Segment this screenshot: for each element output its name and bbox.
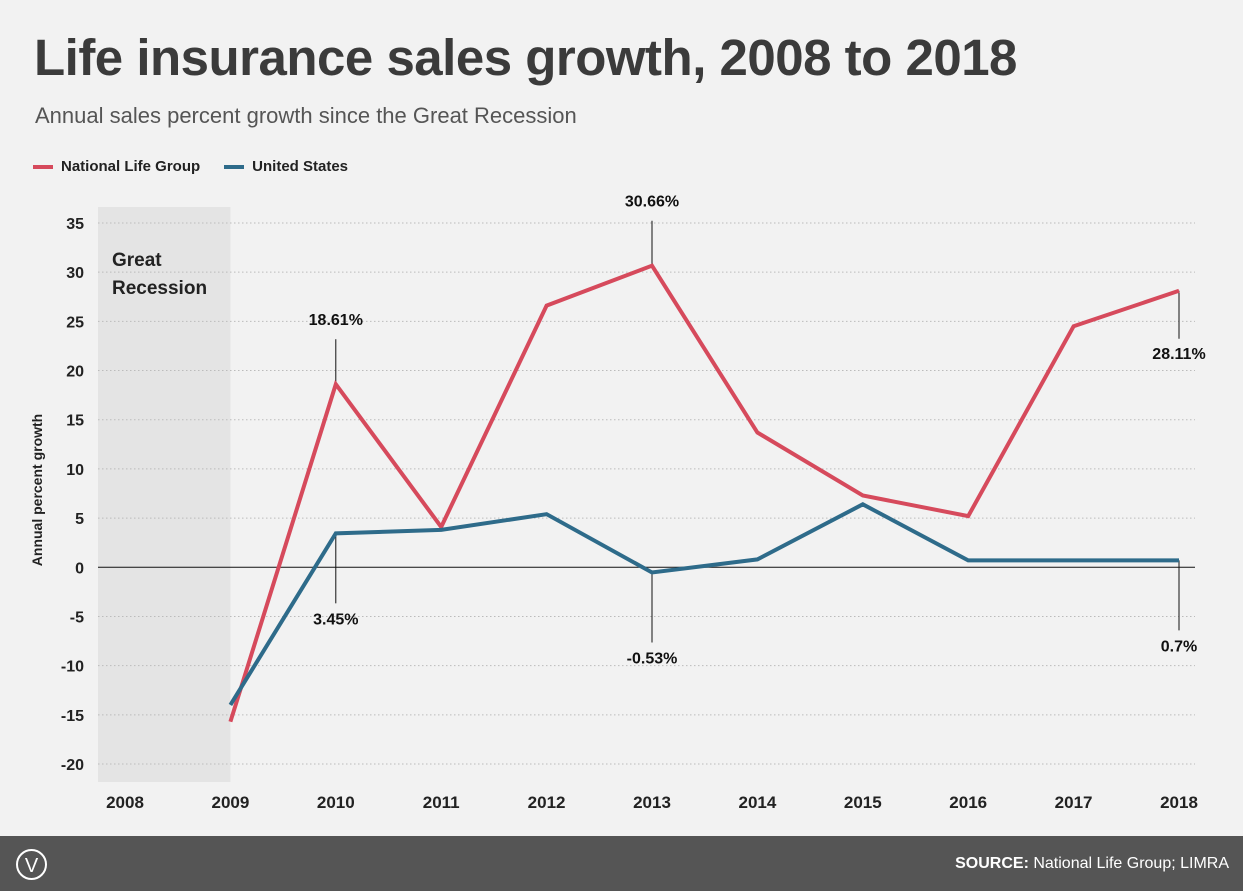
y-tick-label: 20 xyxy=(66,364,84,381)
x-tick-label: 2016 xyxy=(949,793,987,812)
x-tick-label: 2018 xyxy=(1160,793,1198,812)
legend-label: National Life Group xyxy=(61,158,201,175)
data-label: -0.53% xyxy=(627,650,678,667)
y-tick-label: -10 xyxy=(61,659,84,676)
shaded-region-label: Recession xyxy=(112,278,207,299)
data-label: 0.7% xyxy=(1161,638,1197,655)
x-tick-label: 2014 xyxy=(738,793,776,812)
legend-swatch xyxy=(224,164,245,169)
x-tick-label: 2013 xyxy=(633,793,671,812)
legend-item-national-life-group: National Life Group xyxy=(33,158,200,175)
source-note: SOURCE: National Life Group; LIMRA xyxy=(955,855,1229,873)
legend-swatch xyxy=(33,164,53,169)
shaded-region-label: Great xyxy=(112,250,162,271)
chart-title: Life insurance sales growth, 2008 to 201… xyxy=(34,29,1017,86)
data-label: 3.45% xyxy=(313,611,358,628)
x-tick-label: 2010 xyxy=(317,793,355,812)
y-tick-label: 5 xyxy=(75,511,84,528)
x-tick-label: 2008 xyxy=(106,793,144,812)
y-tick-label: 30 xyxy=(66,265,84,282)
y-tick-label: 0 xyxy=(75,560,84,577)
y-tick-label: -5 xyxy=(70,609,84,626)
line-chart: GreatRecession35302520151050-5-10-15-202… xyxy=(29,194,1206,812)
y-tick-label: -20 xyxy=(61,757,84,774)
data-label: 28.11% xyxy=(1152,346,1205,363)
x-tick-label: 2009 xyxy=(211,793,249,812)
x-tick-label: 2017 xyxy=(1055,793,1093,812)
x-tick-label: 2012 xyxy=(528,793,566,812)
chart-subtitle: Annual sales percent growth since the Gr… xyxy=(35,103,577,128)
y-axis-label: Annual percent growth xyxy=(29,414,45,566)
y-tick-label: -15 xyxy=(61,708,84,725)
source-label: SOURCE: xyxy=(955,855,1029,872)
data-label: 30.66% xyxy=(625,194,679,211)
y-tick-label: 10 xyxy=(66,462,84,479)
source-text: National Life Group; LIMRA xyxy=(1028,855,1229,872)
y-tick-label: 25 xyxy=(66,314,84,331)
legend-label: United States xyxy=(252,158,349,175)
series-line-united-states xyxy=(228,502,1179,707)
y-tick-label: 35 xyxy=(66,216,84,233)
x-tick-label: 2015 xyxy=(844,793,882,812)
legend: National Life Group United States xyxy=(33,158,348,175)
x-tick-label: 2011 xyxy=(423,793,460,812)
y-tick-label: 15 xyxy=(66,413,84,430)
series-line-national-life-group xyxy=(228,263,1180,723)
data-label: 18.61% xyxy=(309,312,363,329)
shaded-region-great-recession xyxy=(98,207,231,782)
logo-icon: V xyxy=(16,849,47,880)
legend-item-united-states: United States xyxy=(224,158,348,175)
footer: V SOURCE: National Life Group; LIMRA xyxy=(0,836,1243,891)
